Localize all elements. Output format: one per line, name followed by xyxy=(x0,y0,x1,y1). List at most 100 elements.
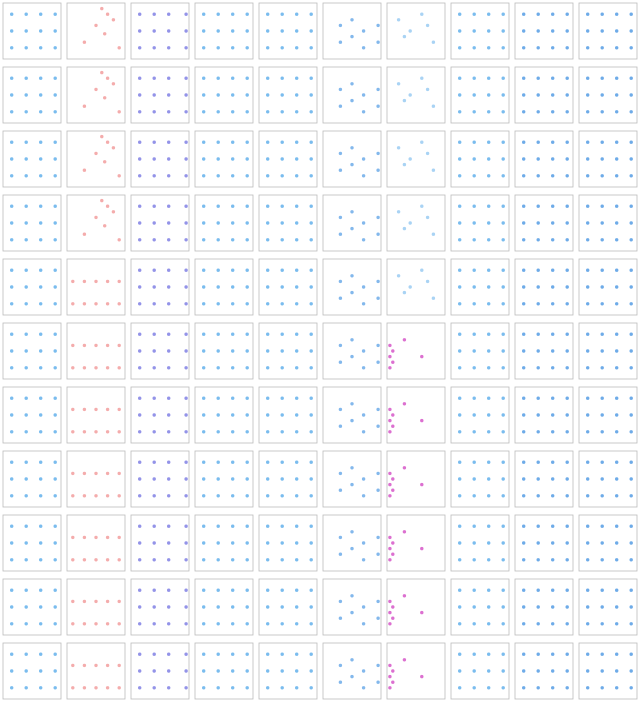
point xyxy=(458,541,462,545)
point xyxy=(280,669,284,673)
panel-frame xyxy=(386,258,446,316)
point xyxy=(39,76,43,80)
point xyxy=(167,413,171,417)
point xyxy=(152,669,156,673)
point xyxy=(202,29,206,33)
point xyxy=(184,110,188,114)
panel xyxy=(514,66,574,124)
point xyxy=(231,588,235,592)
point xyxy=(388,599,392,604)
point xyxy=(431,296,436,300)
point xyxy=(350,210,354,214)
panel xyxy=(130,194,190,252)
point xyxy=(295,366,299,370)
point xyxy=(216,588,220,592)
point xyxy=(600,558,604,562)
point xyxy=(216,204,220,208)
point xyxy=(487,268,491,272)
point xyxy=(10,302,14,306)
point xyxy=(501,430,505,434)
point xyxy=(629,605,633,609)
point xyxy=(565,652,569,656)
point xyxy=(551,174,555,178)
point xyxy=(184,622,188,626)
point xyxy=(94,663,98,668)
point xyxy=(551,413,555,417)
point xyxy=(565,93,569,97)
point xyxy=(24,285,28,289)
point xyxy=(309,46,313,50)
panel xyxy=(450,578,510,636)
point xyxy=(24,605,28,609)
point xyxy=(245,46,249,50)
point xyxy=(280,541,284,545)
point xyxy=(71,343,75,348)
point xyxy=(472,349,476,353)
point xyxy=(338,151,343,156)
point xyxy=(184,524,188,528)
point xyxy=(586,12,590,16)
point xyxy=(216,605,220,609)
point xyxy=(522,366,526,370)
point xyxy=(565,157,569,161)
point xyxy=(167,268,171,272)
point xyxy=(458,477,462,481)
panel xyxy=(66,258,126,316)
point xyxy=(309,669,313,673)
point xyxy=(551,93,555,97)
panel-frame xyxy=(322,578,382,636)
point xyxy=(472,494,476,498)
point xyxy=(138,349,142,353)
point xyxy=(586,204,590,208)
panel xyxy=(2,642,62,700)
point xyxy=(280,140,284,144)
point xyxy=(487,93,491,97)
point xyxy=(24,140,28,144)
point xyxy=(338,232,343,236)
point xyxy=(138,541,142,545)
point xyxy=(82,622,87,626)
point xyxy=(202,477,206,481)
panel xyxy=(450,514,510,572)
point xyxy=(152,302,156,306)
point xyxy=(472,686,476,690)
point xyxy=(338,663,343,668)
point xyxy=(39,541,43,545)
point xyxy=(309,686,313,690)
point xyxy=(231,460,235,464)
point xyxy=(295,396,299,400)
point xyxy=(24,494,28,498)
point xyxy=(202,302,206,306)
point xyxy=(551,396,555,400)
point xyxy=(600,477,604,481)
point xyxy=(105,663,110,668)
point xyxy=(522,588,526,592)
point xyxy=(216,477,220,481)
point xyxy=(551,430,555,434)
point xyxy=(487,204,491,208)
point xyxy=(615,285,619,289)
point xyxy=(82,430,87,434)
point xyxy=(10,605,14,609)
point xyxy=(117,238,121,242)
point xyxy=(138,588,142,592)
point xyxy=(280,238,284,242)
point xyxy=(152,349,156,353)
point xyxy=(586,558,590,562)
point xyxy=(629,460,633,464)
panel xyxy=(386,66,446,124)
point xyxy=(522,221,526,225)
point xyxy=(551,76,555,80)
point xyxy=(501,332,505,336)
panel-frame xyxy=(450,322,510,380)
point xyxy=(472,652,476,656)
point xyxy=(24,221,28,225)
point xyxy=(458,588,462,592)
point xyxy=(565,413,569,417)
panel-frame xyxy=(66,66,126,124)
point xyxy=(402,226,407,231)
point xyxy=(202,605,206,609)
panel-frame xyxy=(66,578,126,636)
point xyxy=(82,366,87,370)
point xyxy=(82,407,87,412)
